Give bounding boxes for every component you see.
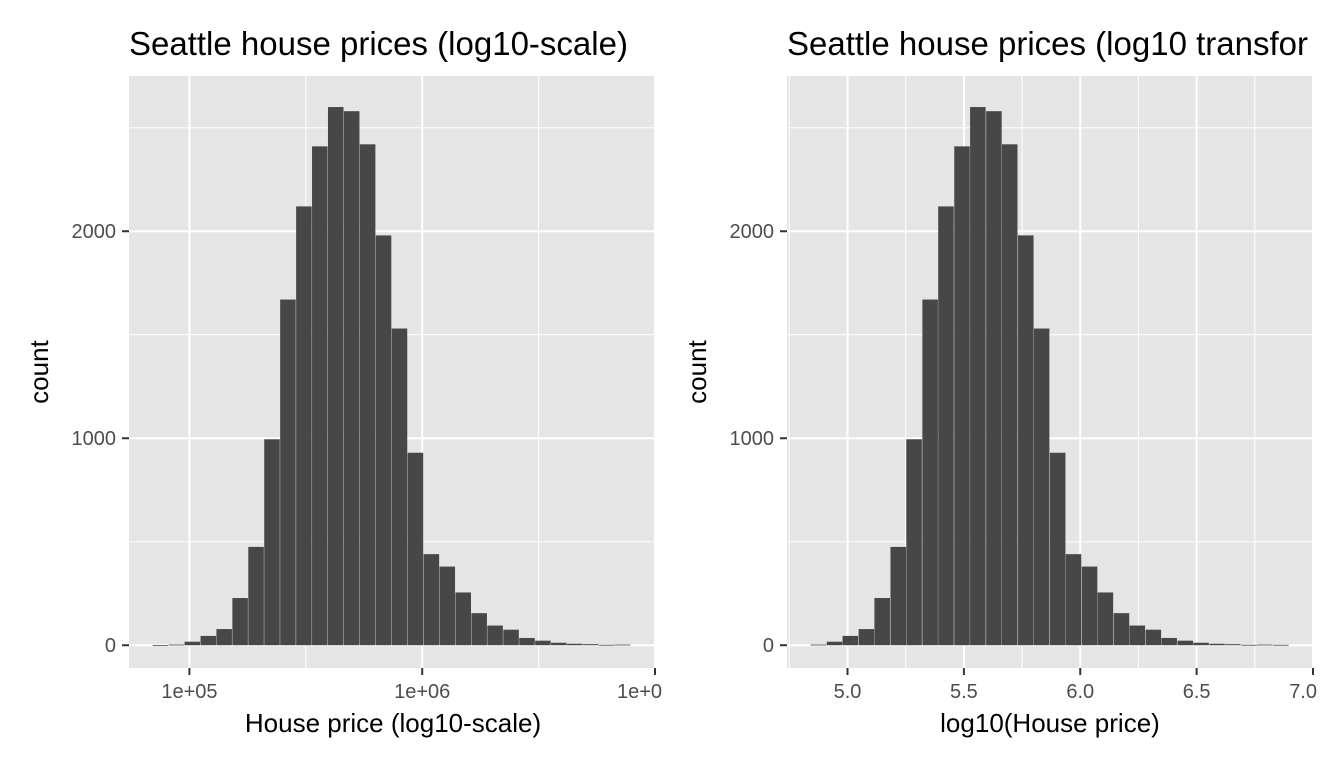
histogram-bar (503, 629, 519, 646)
histogram-bar (519, 637, 535, 646)
histogram-bar (264, 439, 280, 646)
histogram-bar (1113, 613, 1130, 646)
y-tick-label: 0 (105, 635, 116, 657)
x-axis-label: House price (log10-scale) (245, 708, 541, 738)
histogram-bar (922, 299, 938, 646)
histogram-bar (232, 598, 248, 646)
histogram-bar (391, 328, 408, 646)
histogram-bar (906, 439, 922, 646)
histogram-bar (184, 641, 201, 646)
histogram-bar (471, 613, 487, 646)
x-tick-label: 5.5 (950, 681, 978, 703)
histogram-bar (890, 546, 907, 646)
histogram-bar (168, 644, 185, 646)
histogram-bar (343, 111, 360, 646)
chart-title: Seattle house prices (log10-scale) (129, 25, 628, 62)
histogram-bar (598, 644, 615, 646)
histogram-bar (312, 146, 328, 646)
histogram-bar (248, 546, 264, 646)
histogram-bar (567, 643, 583, 646)
histogram-bar (439, 566, 456, 646)
y-tick-label: 2000 (730, 221, 775, 243)
histogram-bar (954, 146, 970, 646)
chart-panel-log-scale: 0 1000 2000 1e+05 1e+06 1e+0 Seattle house pri… (24, 25, 662, 738)
histogram-bar (296, 206, 312, 646)
y-axis-label: count (24, 339, 54, 403)
x-tick-label: 1e+06 (394, 681, 450, 703)
histogram-bar (375, 235, 392, 646)
histogram-bar (614, 644, 631, 646)
histogram-bar (1225, 644, 1241, 646)
histogram-bar (1018, 235, 1034, 646)
histogram-bar (200, 635, 217, 646)
histogram-bar (938, 206, 954, 646)
histogram-bar (1177, 640, 1193, 646)
x-axis-label: log10(House price) (940, 708, 1160, 738)
y-tick-label: 0 (763, 635, 774, 657)
histogram-bar (810, 644, 827, 646)
histogram-bar (487, 625, 503, 646)
histogram-bar (280, 299, 296, 646)
histogram-bar (1161, 637, 1177, 646)
y-tick-label: 1000 (730, 428, 775, 450)
x-tick-label: 1e+0 (617, 681, 662, 703)
histogram-bar (1145, 629, 1162, 646)
x-tick-label: 5.0 (834, 681, 862, 703)
chart-title: Seattle house prices (log10 transfor (787, 25, 1308, 62)
histogram-bar (582, 644, 599, 646)
x-tick-label: 7.0 (1289, 681, 1317, 703)
histogram-bar (1001, 144, 1018, 646)
histogram-bar (1049, 452, 1066, 646)
chart-panel-log-transform: 0 1000 2000 5.0 5.5 6.0 6.5 7.0 Seattle house pr… (682, 25, 1317, 738)
histogram-bar (826, 641, 843, 646)
histogram-bar (1033, 328, 1050, 646)
x-tick-label: 1e+05 (161, 681, 217, 703)
histogram-bar (1129, 625, 1146, 646)
histogram-bar (423, 554, 440, 646)
histogram-bar (455, 592, 471, 646)
histogram-bar (407, 452, 424, 646)
histogram-bar (152, 645, 169, 647)
histogram-bar (842, 635, 859, 646)
histogram-bar (551, 642, 567, 646)
histogram-bar (535, 640, 551, 646)
histogram-bar (359, 144, 376, 646)
histogram-bar (1193, 642, 1209, 646)
histogram-bar (327, 107, 344, 646)
histogram-bar (874, 598, 890, 646)
histogram-bar (970, 107, 986, 646)
histogram-bar (986, 111, 1002, 646)
x-tick-label: 6.0 (1066, 681, 1094, 703)
histogram-bar (858, 629, 875, 646)
x-tick-label: 6.5 (1183, 681, 1211, 703)
histogram-bar (1065, 554, 1082, 646)
y-axis-label: count (682, 339, 712, 403)
histogram-bar (1241, 644, 1257, 646)
histogram-bar (1257, 644, 1273, 646)
histogram-bar (1097, 592, 1114, 646)
histogram-bar (216, 629, 232, 646)
y-tick-label: 1000 (72, 428, 117, 450)
histogram-bar (1209, 643, 1225, 646)
y-tick-label: 2000 (72, 221, 117, 243)
histogram-bar (1081, 566, 1098, 646)
histogram-bar (1273, 644, 1289, 646)
